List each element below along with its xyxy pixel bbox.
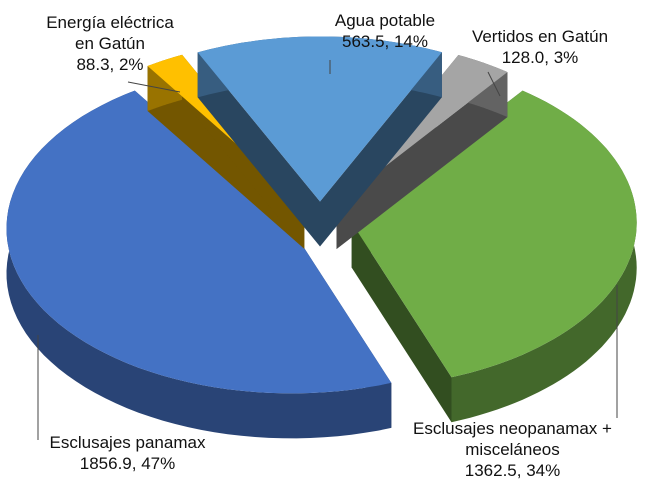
category-label: Agua potable (334, 11, 436, 30)
data-label: Energía eléctrica en Gatún 88.3, 2% (35, 12, 185, 75)
slice-wall (6, 90, 392, 439)
slice-side (147, 66, 305, 249)
data-label: Esclusajes panamax 1856.9, 47% (20, 432, 235, 474)
value-label: 88.3, 2% (76, 55, 144, 74)
data-label: Vertidos en Gatún 128.0, 3% (445, 26, 635, 68)
slice (6, 90, 392, 439)
slice-side (336, 72, 508, 250)
leader-line (487, 71, 501, 97)
value-label: 128.0, 3% (501, 48, 579, 67)
value-label: 563.5, 14% (341, 32, 428, 51)
category-label: Vertidos en Gatún (471, 27, 609, 46)
slice-top (351, 90, 637, 378)
slice-side (320, 52, 442, 247)
category-label: Esclusajes panamax (49, 433, 206, 452)
slice-side (197, 52, 320, 247)
value-label: 1362.5, 34% (464, 461, 561, 480)
slice-top (197, 36, 442, 202)
data-label: Esclusajes neopanamax + misceláneos 1362.… (400, 418, 625, 481)
leader-line (127, 81, 181, 93)
category-label: Esclusajes neopanamax + misceláneos (413, 419, 612, 459)
slice (197, 36, 442, 247)
slice-top (6, 90, 392, 394)
pie (6, 36, 637, 439)
category-label: Energía eléctrica en Gatún (46, 13, 174, 53)
data-label: Agua potable 563.5, 14% (290, 10, 480, 52)
leader-lines (37, 60, 618, 440)
value-label: 1856.9, 47% (79, 454, 176, 473)
slice-side (351, 222, 452, 423)
